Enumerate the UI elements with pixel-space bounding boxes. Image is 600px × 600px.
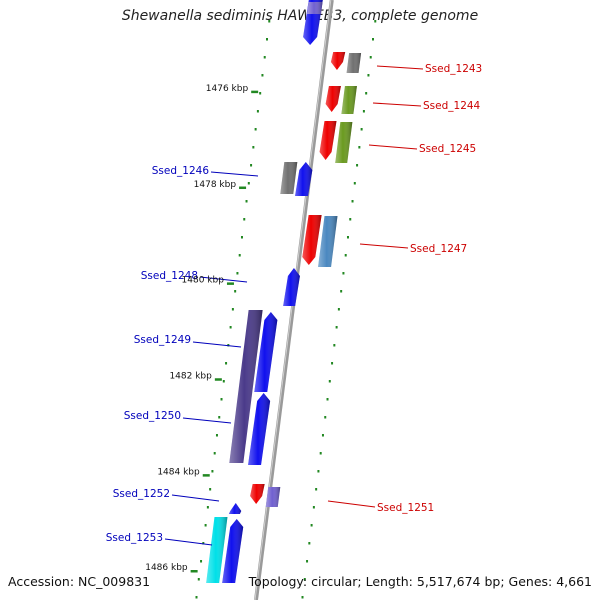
gene-features [206, 0, 362, 583]
tick-label: 1480 kbp [182, 276, 225, 286]
gene-shading [206, 517, 228, 583]
label-leader [210, 171, 259, 177]
gene-shading [254, 312, 278, 392]
label-leader [199, 276, 248, 283]
gene-shading [319, 121, 337, 160]
label-leader [164, 538, 213, 546]
label-leader [192, 341, 242, 348]
gene-shading [302, 215, 322, 265]
gene-label: Ssed_1252 [113, 488, 170, 500]
gene-shading [330, 52, 346, 70]
tick-label: 1476 kbp [206, 84, 249, 94]
gene-label: Ssed_1250 [124, 410, 181, 422]
gene-label: Ssed_1249 [134, 334, 191, 346]
gene-label: Ssed_1251 [377, 502, 434, 514]
label-leaders [164, 65, 424, 546]
gene-shading [335, 122, 353, 163]
gene-labels: Ssed_1243 Ssed_1244 Ssed_1245 Ssed_1246 Ssed… [106, 63, 482, 544]
gene-shading [222, 519, 244, 583]
gene-label: Ssed_1246 [152, 165, 210, 177]
label-leader [372, 102, 422, 107]
gene-shading [280, 162, 298, 194]
accession-text: Accession: NC_009831 [8, 574, 151, 589]
label-leader [182, 417, 232, 424]
gene-label: Ssed_1248 [141, 270, 198, 282]
gene-shading [346, 53, 362, 73]
scale-ticks: 1476 kbp 1478 kbp 1480 kbp 1482 kbp 1484 kbp… [145, 84, 259, 573]
gene-shading [307, 2, 323, 14]
gene-shading [295, 162, 313, 196]
tick-label: 1482 kbp [169, 372, 212, 382]
gene-shading [341, 86, 357, 114]
gene-shading [265, 487, 281, 507]
gene-shading [283, 268, 300, 306]
label-leader [171, 494, 220, 502]
label-leader [368, 144, 418, 150]
gene-label: Ssed_1253 [106, 532, 163, 544]
label-leader [359, 243, 409, 249]
gene-shading [248, 393, 271, 465]
strand-guides [195, 20, 377, 599]
topology-text: Topology: circular; Length: 5,517,674 bp… [248, 574, 592, 589]
tick-label: 1486 kbp [145, 563, 188, 573]
gene-label: Ssed_1247 [410, 243, 467, 255]
gene-label: Ssed_1245 [419, 143, 476, 155]
gene-shading [229, 310, 263, 463]
tick-label: 1484 kbp [157, 467, 200, 477]
label-leader [327, 500, 376, 508]
gene-shading [250, 484, 265, 504]
gene-shading [318, 216, 338, 267]
gene-shading [325, 86, 341, 112]
tick-label: 1478 kbp [194, 180, 237, 190]
map-title: Shewanella sediminis HAW-EB3, complete g… [121, 8, 479, 24]
gene-label: Ssed_1244 [423, 100, 481, 112]
gene-label: Ssed_1243 [425, 63, 482, 75]
label-leader [376, 65, 424, 70]
gene-shading [228, 503, 242, 514]
